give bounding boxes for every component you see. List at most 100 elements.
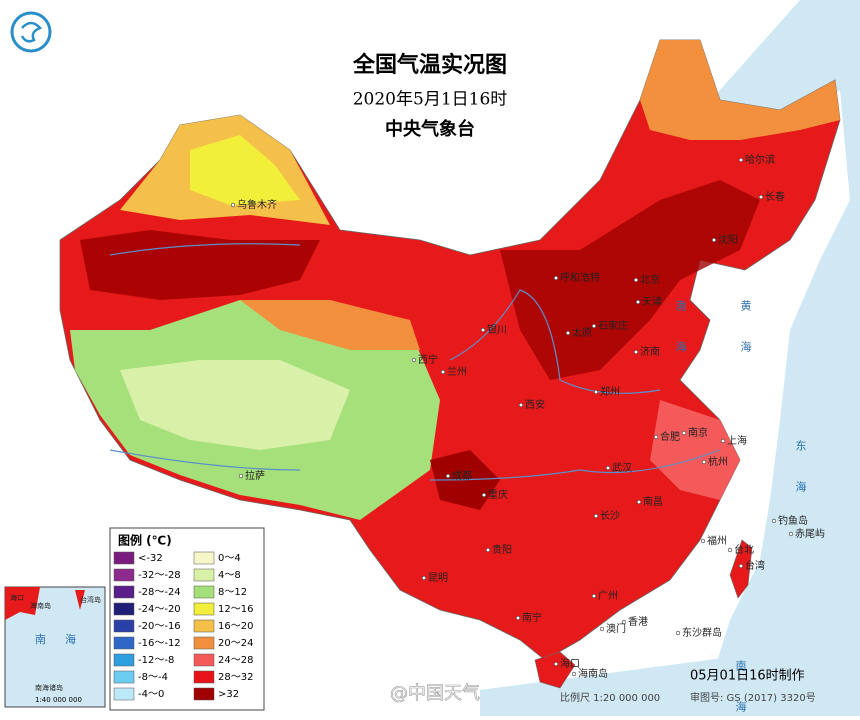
city-dot (565, 330, 571, 336)
date: 2020年5月1日16时 (353, 90, 508, 110)
city-dot (636, 499, 642, 505)
legend-label: -20～-16 (138, 621, 181, 632)
legend-label: -24～-20 (138, 604, 181, 615)
city-label: 台湾 (745, 559, 765, 572)
city-label: 拉萨 (245, 469, 265, 482)
legend-swatch (113, 568, 135, 582)
city-label: 武汉 (612, 461, 632, 474)
legend-swatch (113, 602, 135, 616)
city-label: 北京 (640, 273, 660, 286)
legend-label: 0～4 (218, 553, 241, 564)
city-label: 合肥 (660, 430, 680, 443)
legend-swatch (113, 551, 135, 565)
city-label: 成都 (452, 470, 472, 482)
city-label: 钓鱼岛 (778, 514, 808, 527)
temp-zone (500, 180, 760, 380)
city-label: 重庆 (488, 488, 508, 501)
city-dot (440, 369, 446, 375)
inset-label: 台湾岛 (80, 595, 101, 604)
city-label: 上海 (727, 434, 747, 447)
city-dot (553, 661, 559, 667)
sea-label: 渤海 (674, 300, 687, 382)
legend-label: -16～-12 (138, 638, 181, 649)
city-label: 香港 (628, 616, 648, 628)
city-label: 银川 (487, 323, 507, 336)
city-dot (701, 459, 707, 465)
city-dot (711, 237, 717, 243)
city-label: 哈尔滨 (745, 153, 775, 166)
city-label: 昆明 (428, 572, 448, 584)
legend-label: 4～8 (218, 570, 241, 581)
city-dot (633, 349, 639, 355)
city-label: 太原 (572, 326, 592, 339)
legend-swatch (193, 687, 215, 701)
city-dot (599, 626, 605, 632)
city-dot (591, 323, 597, 329)
city-dot (738, 157, 744, 163)
city-label: 兰州 (447, 365, 467, 378)
inset-label: 海南岛 (30, 601, 51, 610)
taiwan (729, 539, 753, 599)
city-label: 赤尾屿 (795, 528, 825, 540)
city-label: 南昌 (643, 495, 663, 508)
city-label: 乌鲁木齐 (237, 198, 277, 211)
city-label: 济南 (640, 345, 660, 358)
scale: 比例尺 1:20 000 000 (560, 691, 660, 704)
city-label: 海口 (560, 657, 580, 670)
city-dot (700, 538, 706, 544)
city-dot (421, 575, 427, 581)
legend-swatch (193, 602, 215, 616)
legend-label: -8～-4 (138, 672, 168, 683)
city-label: 东沙群岛 (682, 626, 722, 639)
temp-zone (120, 360, 350, 450)
legend-label: -12～-8 (138, 655, 174, 666)
legend-swatch (193, 619, 215, 633)
city-dot (720, 438, 726, 444)
inset-scale: 1:40 000 000 (35, 696, 82, 704)
city-label: 广州 (598, 590, 618, 602)
legend-label: 12～16 (218, 604, 253, 615)
city-dot (591, 593, 597, 599)
legend-label: <-32 (138, 553, 163, 564)
city-dot (481, 492, 487, 498)
city-dot (633, 277, 639, 283)
legend-label: 28～32 (218, 672, 253, 683)
city-label: 石家庄 (598, 319, 628, 332)
inset-land (5, 587, 40, 620)
legend-swatch (113, 670, 135, 684)
legend-swatch (193, 636, 215, 650)
legend-label: -4～0 (138, 689, 164, 700)
inset-label: 海口 (10, 593, 24, 602)
legend-label: 8～12 (218, 587, 247, 598)
temp-zone (640, 40, 840, 140)
city-dot (553, 275, 559, 281)
legend-swatch (193, 670, 215, 684)
review-number: 审图号: GS (2017) 3320号 (690, 691, 816, 704)
city-dot (238, 473, 244, 479)
logo-mark (20, 21, 43, 43)
city-dot (593, 389, 599, 395)
sea-label: 东海 (794, 440, 807, 522)
city-dot (518, 402, 524, 408)
legend-label: 20～24 (218, 638, 253, 649)
city-dot (571, 671, 577, 677)
legend-swatch (193, 551, 215, 565)
legend-label: -28～-24 (138, 587, 181, 598)
inset-land (75, 590, 85, 610)
city-label: 南京 (688, 426, 708, 439)
legend-box (109, 527, 265, 711)
hainan (534, 651, 576, 689)
city-label: 南宁 (522, 611, 542, 624)
temp-zone (240, 300, 420, 350)
city-dot (515, 615, 521, 621)
river (109, 243, 721, 481)
city-label: 沈阳 (718, 233, 738, 246)
city-label: 台北 (734, 543, 754, 556)
city-dot (621, 619, 627, 625)
city-dot (758, 194, 764, 200)
city-label: 西宁 (418, 353, 438, 366)
logo (10, 11, 52, 53)
made-time: 05月01日16时制作 (690, 669, 805, 684)
sea (480, 640, 860, 716)
